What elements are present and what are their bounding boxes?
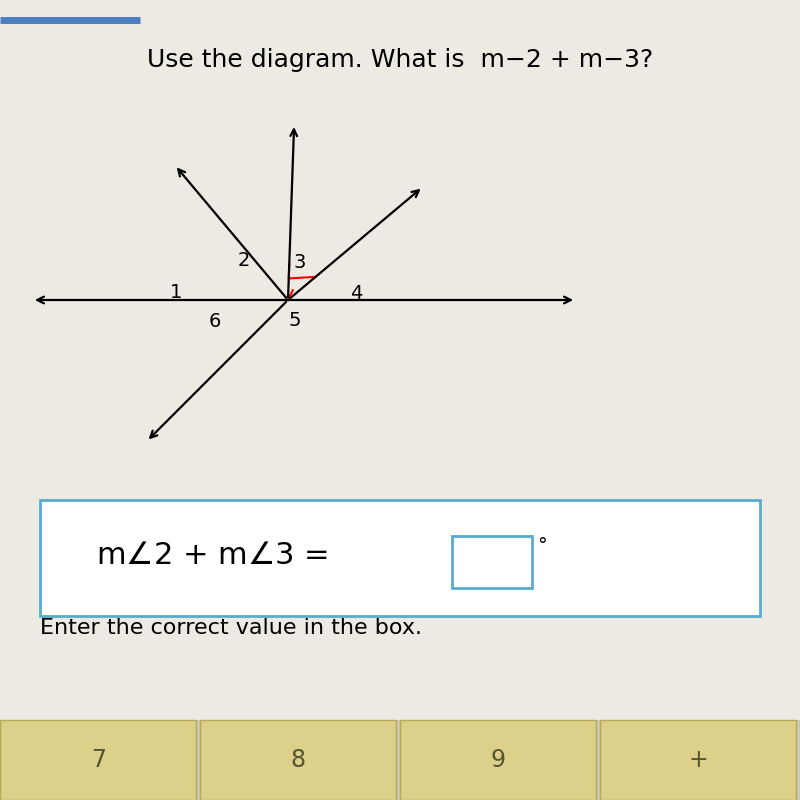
FancyBboxPatch shape (600, 720, 796, 800)
Text: 4: 4 (350, 284, 362, 303)
FancyBboxPatch shape (400, 720, 596, 800)
Text: 6: 6 (208, 312, 221, 331)
Text: 1: 1 (170, 282, 182, 302)
Text: 7: 7 (91, 748, 106, 772)
Text: °: ° (538, 536, 547, 555)
Text: +: + (689, 748, 708, 772)
Text: 8: 8 (291, 748, 306, 772)
FancyBboxPatch shape (40, 500, 760, 616)
Text: 2: 2 (238, 250, 250, 270)
Text: 9: 9 (491, 748, 506, 772)
Text: 5: 5 (288, 310, 301, 330)
Text: Use the diagram. What is  m−2 + m−3?: Use the diagram. What is m−2 + m−3? (147, 48, 653, 72)
Text: 3: 3 (294, 253, 306, 272)
FancyBboxPatch shape (200, 720, 396, 800)
Text: Enter the correct value in the box.: Enter the correct value in the box. (40, 618, 422, 638)
FancyBboxPatch shape (452, 536, 532, 588)
FancyBboxPatch shape (0, 0, 800, 720)
Text: m$\angle$2 + m$\angle$3 =: m$\angle$2 + m$\angle$3 = (96, 542, 328, 570)
FancyBboxPatch shape (0, 720, 196, 800)
